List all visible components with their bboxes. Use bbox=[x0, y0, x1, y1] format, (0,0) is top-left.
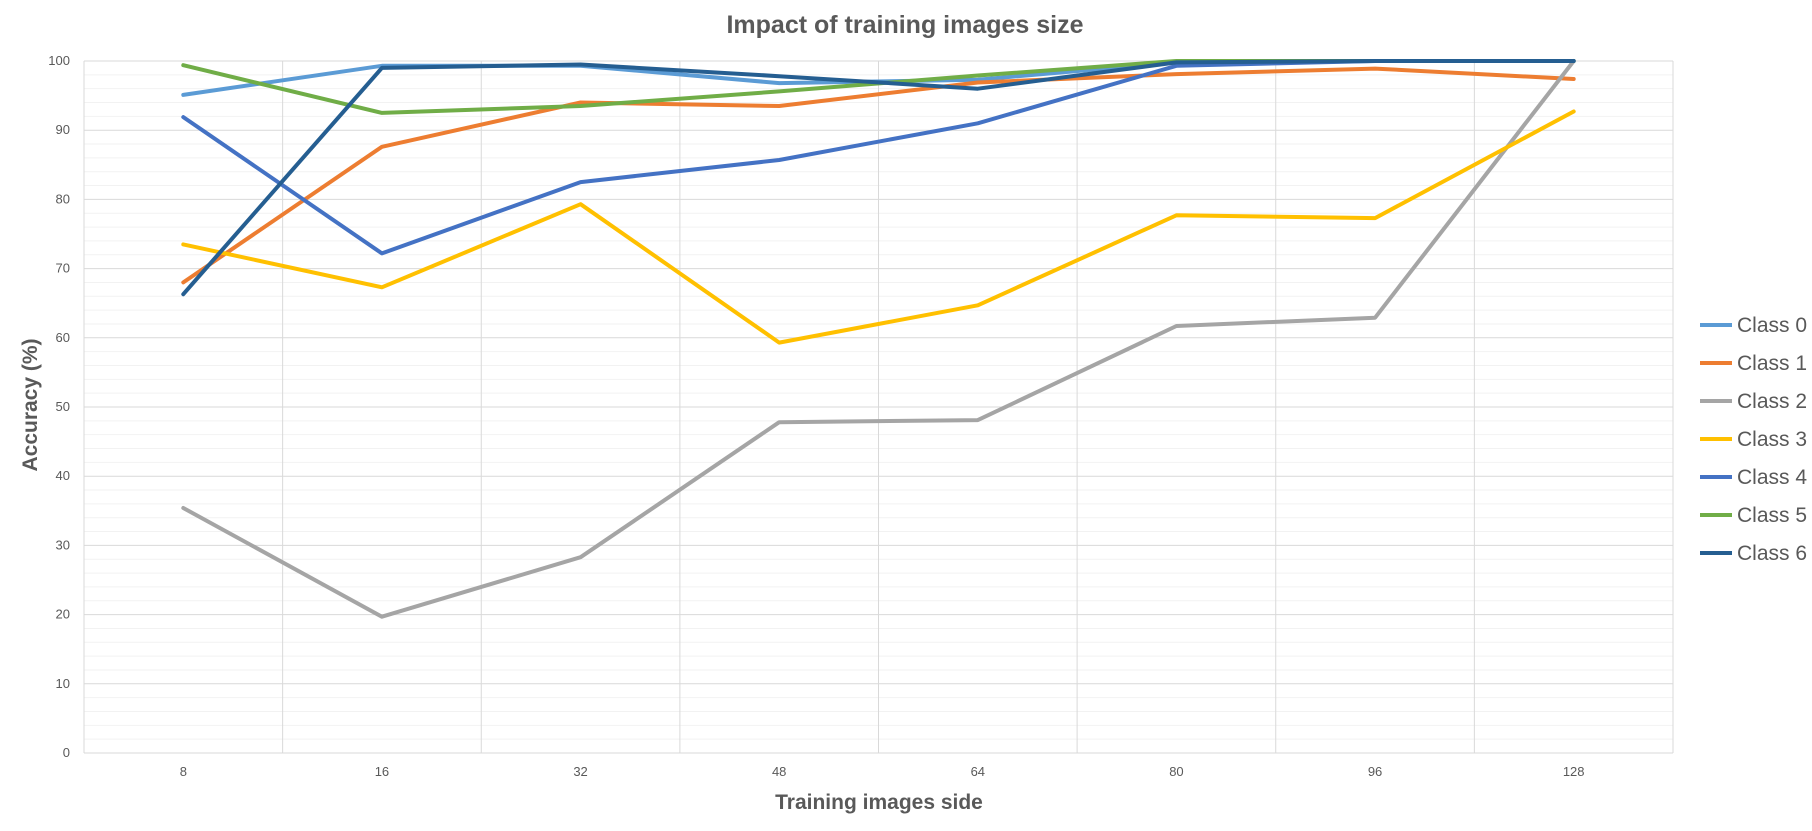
x-tick-label: 80 bbox=[1169, 764, 1183, 779]
y-tick-label: 50 bbox=[56, 399, 70, 414]
x-tick-label: 8 bbox=[180, 764, 187, 779]
x-tick-label: 96 bbox=[1368, 764, 1382, 779]
series-line-class-1 bbox=[181, 66, 1576, 285]
x-axis-title: Training images side bbox=[775, 791, 983, 814]
series-line-class-6 bbox=[181, 59, 1576, 297]
legend-label: Class 0 bbox=[1737, 314, 1807, 337]
legend-label: Class 1 bbox=[1737, 352, 1807, 375]
x-tick-label: 64 bbox=[971, 764, 985, 779]
y-tick-label: 60 bbox=[56, 330, 70, 345]
legend-item: Class 5 bbox=[1700, 504, 1807, 527]
x-tick-label: 128 bbox=[1563, 764, 1585, 779]
y-tick-label: 100 bbox=[48, 53, 70, 68]
x-tick-label: 16 bbox=[375, 764, 389, 779]
axis-ticks: 0 10 20 30 40 50 60 70 80 90 100 8 16 32 48 64 80 96 128 bbox=[48, 53, 1584, 779]
y-tick-label: 90 bbox=[56, 122, 70, 137]
legend-item: Class 6 bbox=[1700, 542, 1807, 565]
legend-label: Class 5 bbox=[1737, 504, 1807, 527]
legend-label: Class 2 bbox=[1737, 390, 1807, 413]
series-line-class-2 bbox=[181, 59, 1576, 619]
x-tick-label: 32 bbox=[573, 764, 587, 779]
legend-item: Class 2 bbox=[1700, 390, 1807, 413]
y-tick-label: 30 bbox=[56, 537, 70, 552]
gridlines bbox=[83, 60, 1674, 754]
series-lines bbox=[181, 59, 1576, 619]
chart-title: Impact of training images size bbox=[726, 11, 1083, 39]
y-axis-title: Accuracy (%) bbox=[19, 338, 42, 471]
legend-label: Class 4 bbox=[1737, 466, 1807, 489]
x-tick-label: 48 bbox=[772, 764, 786, 779]
y-tick-label: 40 bbox=[56, 468, 70, 483]
y-tick-label: 20 bbox=[56, 607, 70, 622]
legend: Class 0 Class 1 Class 2 Class 3 Class 4 Class… bbox=[1700, 314, 1807, 565]
legend-item: Class 3 bbox=[1700, 428, 1807, 451]
legend-item: Class 0 bbox=[1700, 314, 1807, 337]
y-tick-label: 80 bbox=[56, 191, 70, 206]
y-tick-label: 10 bbox=[56, 676, 70, 691]
y-tick-label: 0 bbox=[63, 745, 70, 760]
y-tick-label: 70 bbox=[56, 261, 70, 276]
legend-item: Class 4 bbox=[1700, 466, 1807, 489]
series-line-class-3 bbox=[181, 109, 1576, 345]
legend-item: Class 1 bbox=[1700, 352, 1807, 375]
legend-label: Class 6 bbox=[1737, 542, 1807, 565]
legend-label: Class 3 bbox=[1737, 428, 1807, 451]
